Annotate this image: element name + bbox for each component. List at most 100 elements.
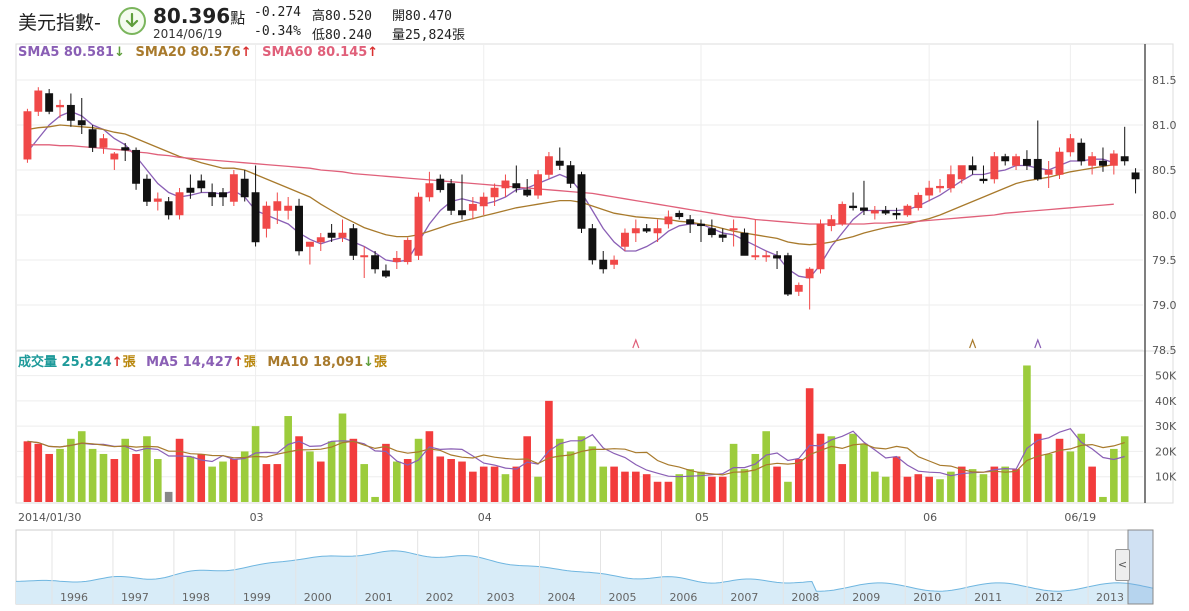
candle-body [794, 284, 803, 292]
candle-body [816, 223, 825, 270]
candle-body [327, 232, 336, 238]
volume-bar [425, 431, 434, 502]
candle-body [762, 255, 771, 258]
volume-bar [566, 451, 575, 502]
volume-bar [1055, 438, 1064, 502]
candle-body [838, 203, 847, 225]
volume-bar [534, 476, 542, 502]
candle-body [305, 241, 314, 247]
volume-bar [327, 441, 336, 502]
candle-body [1131, 172, 1140, 180]
volume-bar [23, 441, 32, 502]
volume-bar [273, 464, 282, 502]
candle-body [208, 192, 217, 198]
price-tick-label: 78.5 [1152, 344, 1177, 357]
volume-bar [164, 491, 173, 502]
candle-body [34, 90, 43, 112]
navigator-year-label: 2005 [609, 591, 637, 604]
navigator-year-label: 1998 [182, 591, 210, 604]
candle-body [164, 201, 173, 216]
volume-bar [751, 453, 760, 502]
volume-bar [1012, 469, 1020, 502]
volume-bar [45, 453, 53, 502]
volume-bar [642, 474, 651, 502]
candle-body [23, 111, 32, 160]
date-tick-label: 2014/01/30 [18, 511, 81, 524]
candle-body [914, 194, 923, 209]
volume-bar [675, 474, 684, 502]
navigator-handle[interactable]: < [1115, 549, 1130, 581]
price-tick-label: 81.5 [1152, 74, 1177, 87]
volume-bar [447, 459, 455, 502]
navigator-year-label: 2002 [426, 591, 454, 604]
navigator-year-label: 2004 [548, 591, 576, 604]
signal-marker [632, 338, 640, 349]
candle-body [262, 205, 271, 229]
candle-body [392, 257, 401, 263]
candle-body [479, 196, 488, 207]
volume-bar [577, 436, 586, 502]
candle-body [925, 187, 934, 196]
volume-bar [338, 413, 347, 502]
volume-bar [523, 436, 531, 502]
candle-body [718, 234, 727, 238]
volume-bar [729, 443, 738, 502]
volume-bar [175, 438, 184, 502]
candle-body [1066, 138, 1075, 153]
navigator-year-label: 2008 [791, 591, 819, 604]
navigator-year-label: 2009 [852, 591, 880, 604]
volume-bar [251, 426, 260, 502]
candle-body [892, 212, 901, 216]
candle-body [360, 255, 369, 258]
volume-bar [512, 466, 521, 502]
volume-tick-label: 10K [1155, 471, 1177, 484]
volume-bar [132, 453, 140, 502]
volume-bar [860, 443, 868, 502]
candle-body [66, 104, 75, 121]
legend-vol-ma10: MA10 18,091↓張 [267, 355, 388, 370]
volume-bar [295, 436, 303, 502]
candle-body [1055, 151, 1064, 175]
volume-bar [653, 481, 662, 502]
legend-volume: 成交量 25,824↑張 [18, 355, 136, 370]
volume-bar [490, 466, 499, 502]
candle-body [1044, 169, 1053, 175]
candle-body [599, 259, 608, 270]
volume-bar [947, 471, 955, 502]
volume-bar [393, 461, 401, 502]
price-legend: SMA5 80.581↓ SMA20 80.576↑ SMA60 80.145↑ [18, 45, 378, 60]
volume-value: 量25,824張 [392, 28, 465, 43]
volume-bar [186, 456, 195, 502]
candle-body [512, 183, 521, 189]
volume-bar [99, 453, 108, 502]
candle-body [936, 185, 944, 189]
candle-body [642, 228, 651, 232]
navigator-year-label: 1996 [60, 591, 88, 604]
candle-body [1001, 156, 1010, 162]
volume-bar [773, 466, 781, 502]
candle-body [338, 232, 347, 238]
date-tick-label: 06/19 [1064, 511, 1096, 524]
volume-bar [968, 469, 977, 502]
candle-body [523, 189, 532, 196]
volume-bar [67, 438, 75, 502]
candle-body [588, 228, 597, 261]
candle-body [968, 165, 977, 171]
candle-body [447, 183, 456, 211]
navigator-year-label: 1997 [121, 591, 149, 604]
candle-body [1077, 142, 1086, 162]
volume-ma-line-ma10 [27, 440, 1125, 476]
volume-bar [718, 476, 727, 502]
navigator-line [15, 550, 1154, 592]
volume-bar [1099, 496, 1107, 502]
candle-body [577, 174, 586, 229]
navigator-year-label: 2012 [1035, 591, 1063, 604]
candle-body [1088, 156, 1097, 166]
volume-bar [349, 438, 358, 502]
candle-body [273, 201, 282, 211]
candle-body [827, 219, 836, 227]
volume-bar [1110, 448, 1118, 502]
volume-bar [555, 438, 564, 502]
volume-bar [110, 459, 119, 502]
